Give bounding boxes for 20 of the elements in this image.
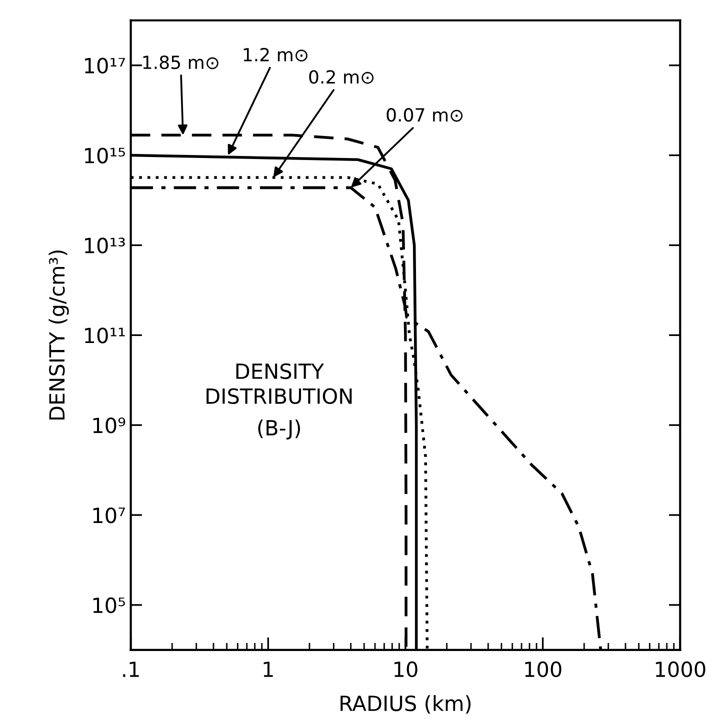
y-tick-label: 10¹³ <box>85 238 125 254</box>
y-tick-label: 10⁵ <box>93 597 125 614</box>
annotation: 0.07 m⊙ <box>386 108 463 122</box>
annotation: 1.85 m⊙ <box>143 56 218 70</box>
x-tick-label: .1 <box>123 662 139 677</box>
y-axis-title: DENSITY (g/cm³) <box>48 250 69 420</box>
y-tick-label: 10⁹ <box>93 418 126 434</box>
x-axis-title: RADIUS (km) <box>340 695 471 714</box>
x-tick-label: 100 <box>525 661 562 678</box>
annotation: DENSITY DISTRIBUTION <box>206 363 352 404</box>
y-tick-label: 10¹¹ <box>85 328 125 344</box>
y-tick-label: 10¹⁵ <box>85 148 125 164</box>
annotation: 1.2 m⊙ <box>244 48 308 62</box>
x-tick-label: 1000 <box>656 661 706 678</box>
y-tick-label: 10¹⁷ <box>85 58 125 74</box>
annotation: 0.2 m⊙ <box>309 70 374 84</box>
annotation: (B-J) <box>258 420 300 440</box>
y-tick-label: 10⁷ <box>93 507 125 524</box>
x-tick-label: 1 <box>264 662 273 677</box>
x-tick-label: 10 <box>394 661 418 678</box>
